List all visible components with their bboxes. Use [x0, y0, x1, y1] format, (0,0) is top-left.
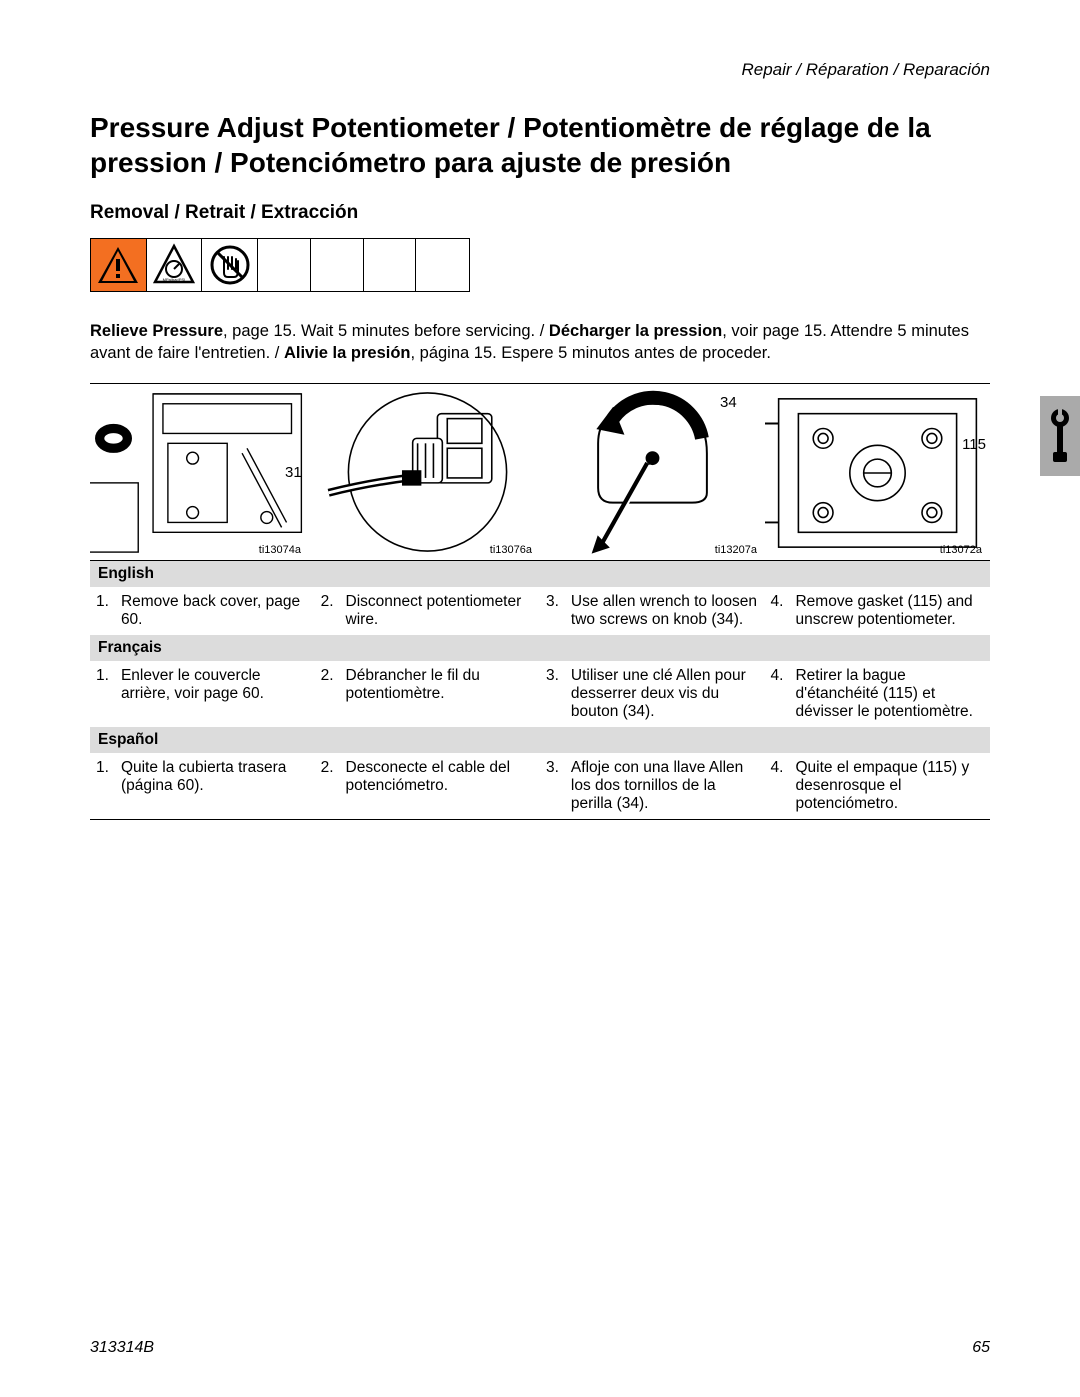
relieve-pressure-note: Relieve Pressure, page 15. Wait 5 minute… [90, 320, 990, 365]
relieve-en-bold: Relieve Pressure [90, 322, 223, 340]
svg-text:MPa/bar/PSI: MPa/bar/PSI [163, 277, 186, 282]
step-number: 1. [90, 661, 115, 727]
step-number: 4. [765, 661, 790, 727]
warning-empty-cell [258, 239, 311, 291]
diagram-strip: 31 ti13074a ti13076 [90, 383, 990, 561]
warning-icon-strip: MPa/bar/PSI [90, 238, 470, 292]
step-number: 4. [765, 753, 790, 819]
table-row: 1. Enlever le couvercle arrière, voir pa… [90, 661, 990, 727]
step-text: Débrancher le fil du potentiomètre. [340, 661, 540, 727]
diagram-ref-label: 31 [285, 464, 302, 481]
warning-empty-cell [311, 239, 364, 291]
step-text: Utiliser une clé Allen pour desserrer de… [565, 661, 765, 727]
table-row: 1. Remove back cover, page 60. 2. Discon… [90, 587, 990, 635]
step-number: 2. [315, 587, 340, 635]
step-number: 3. [540, 587, 565, 635]
figure-id: ti13207a [715, 544, 757, 556]
step-text: Quite la cubierta trasera (página 60). [115, 753, 315, 819]
instruction-table: English 1. Remove back cover, page 60. 2… [90, 561, 990, 820]
relieve-es-bold: Alivie la presión [284, 344, 411, 362]
step-text: Enlever le couvercle arrière, voir page … [115, 661, 315, 727]
warning-triangle-icon [91, 239, 147, 291]
step-number: 4. [765, 587, 790, 635]
step-text: Remove gasket (115) and unscrew potentio… [789, 587, 990, 635]
relieve-es-rest: , página 15. Espere 5 minutos antes de p… [410, 344, 771, 362]
figure-id: ti13074a [259, 544, 301, 556]
wrench-tab-icon [1040, 396, 1080, 476]
section-title: Removal / Retrait / Extracción [90, 202, 990, 224]
step-number: 2. [315, 661, 340, 727]
table-row: 1. Quite la cubierta trasera (página 60)… [90, 753, 990, 819]
diagram-2: ti13076a [315, 384, 540, 560]
lang-header-english: English [90, 561, 990, 587]
lang-header-espanol: Español [90, 727, 990, 753]
figure-id: ti13076a [490, 544, 532, 556]
footer-doc-id: 313314B [90, 1339, 154, 1357]
warning-empty-cell [364, 239, 417, 291]
page-title: Pressure Adjust Potentiometer / Potentio… [90, 110, 990, 180]
diagram-ref-label: 115 [962, 436, 986, 453]
step-text: Remove back cover, page 60. [115, 587, 315, 635]
relieve-en-rest: , page 15. Wait 5 minutes before servici… [223, 322, 549, 340]
no-hand-icon [202, 239, 258, 291]
pressure-gauge-icon: MPa/bar/PSI [147, 239, 203, 291]
lang-header-francais: Français [90, 635, 990, 661]
relieve-fr-bold: Décharger la pression [549, 322, 722, 340]
step-text: Retirer la bague d'étanchéité (115) et d… [789, 661, 990, 727]
step-number: 3. [540, 753, 565, 819]
step-number: 1. [90, 753, 115, 819]
step-text: Quite el empaque (115) y desenrosque el … [789, 753, 990, 819]
diagram-1: 31 ti13074a [90, 384, 315, 560]
warning-empty-cell [416, 239, 469, 291]
diagram-4: 115 ti13072a [765, 384, 990, 560]
step-text: Use allen wrench to loosen two screws on… [565, 587, 765, 635]
breadcrumb: Repair / Réparation / Reparación [741, 60, 990, 80]
step-number: 3. [540, 661, 565, 727]
step-number: 2. [315, 753, 340, 819]
diagram-ref-label: 34 [720, 394, 737, 411]
step-text: Disconnect potentiometer wire. [340, 587, 540, 635]
diagram-3: 34 ti13207a [540, 384, 765, 560]
figure-id: ti13072a [940, 544, 982, 556]
step-number: 1. [90, 587, 115, 635]
footer-page-number: 65 [972, 1339, 990, 1357]
step-text: Desconecte el cable del potenciómetro. [340, 753, 540, 819]
step-text: Afloje con una llave Allen los dos torni… [565, 753, 765, 819]
